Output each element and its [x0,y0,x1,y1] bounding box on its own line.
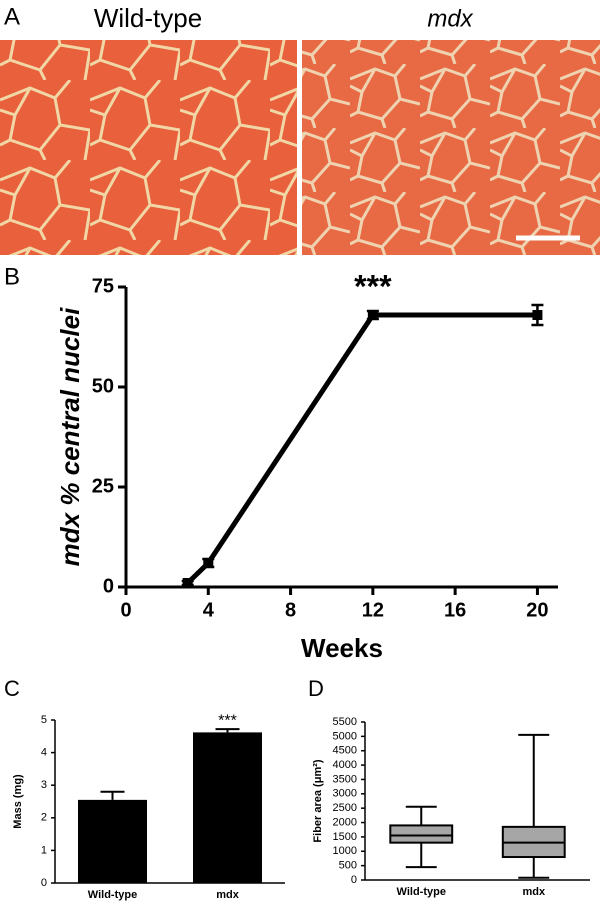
y-tick-label: 3000 [333,788,357,800]
panel-label: D [308,676,324,701]
y-tick-label: 5500 [333,716,357,728]
x-tick-label: 0 [120,599,131,621]
data-point [182,578,193,588]
y-tick-label: 3500 [333,773,357,785]
annotation: *** [218,712,237,729]
y-tick-label: 1000 [333,845,357,857]
y-tick-label: 2000 [333,816,357,828]
y-tick-label: 75 [92,275,114,297]
x-tick-label: 8 [285,599,296,621]
x-tick-label: Wild-type [88,889,137,901]
y-axis-label: Fiber area (μm²) [312,759,324,842]
histology-image [0,40,297,255]
error-bar [215,728,240,733]
box [389,824,454,844]
panel-label: C [4,676,20,701]
x-tick-label: mdx [522,886,546,898]
line [185,312,538,585]
x-tick-label: mdx [216,889,240,901]
y-axis-label: mdx % central nuclei [55,307,85,566]
y-tick-label: 1500 [333,831,357,843]
y-tick-label: 1 [41,844,47,856]
panel-label: B [4,263,20,290]
y-tick-label: 500 [339,860,357,872]
y-tick-label: 4000 [333,759,357,771]
y-tick-label: 0 [41,877,47,889]
x-tick-label: 20 [526,599,548,621]
image-title: mdx [427,5,473,32]
y-tick-label: 50 [92,375,114,397]
y-axis-label: Mass (mg) [12,774,24,829]
x-tick-label: 12 [362,599,384,621]
y-tick-label: 2 [41,812,47,824]
x-axis-label: Weeks [301,633,383,663]
y-tick-label: 4500 [333,745,357,757]
bar [193,732,262,883]
data-point [203,558,214,568]
panel-label: A [4,3,20,30]
y-tick-label: 25 [92,475,114,497]
x-tick-label: Wild-type [397,886,446,898]
annotation: *** [354,268,392,304]
y-tick-label: 3 [41,779,47,791]
y-tick-label: 0 [351,874,357,886]
x-tick-label: 4 [203,599,215,621]
data-point [532,310,543,320]
bar [78,799,147,883]
histology-image [302,40,600,255]
y-tick-label: 0 [103,575,114,597]
x-tick-label: 16 [444,599,466,621]
error-bar [100,790,125,800]
y-tick-label: 5000 [333,730,357,742]
data-point [367,310,378,320]
y-tick-label: 4 [41,747,47,759]
image-title: Wild-type [94,3,202,33]
y-tick-label: 2500 [333,802,357,814]
y-tick-label: 5 [41,714,47,726]
